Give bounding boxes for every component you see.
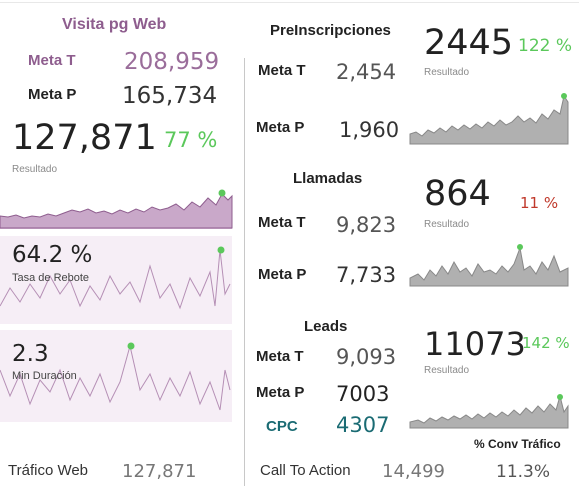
llam-sparkline [409,244,569,287]
rebote-block [0,236,232,324]
llam-result-label: Resultado [424,219,470,230]
conv-value: 11.3% [496,462,551,482]
rebote-value: 64.2 % [12,242,93,268]
leads-title: Leads [304,318,348,335]
leads-meta-p-value: 7003 [336,382,390,406]
pre-result-label: Resultado [424,67,470,78]
pre-meta-t-value: 2,454 [336,60,397,84]
leads-result-label: Resultado [424,365,470,376]
leads-meta-p-label: Meta P [256,384,305,401]
visita-meta-p-label: Meta P [28,86,77,103]
left-panel-divider [244,58,245,486]
visita-title: Visita pg Web [62,16,167,33]
cpc-value: 4307 [336,413,390,437]
llam-meta-t-value: 9,823 [336,213,397,237]
rebote-sparkline [0,246,231,310]
trafico-web-value: 127,871 [122,461,197,482]
top-divider [0,2,579,3]
duracion-label: Min Duración [12,370,77,382]
leads-meta-t-value: 9,093 [336,345,397,369]
visita-result-pct: 77 % [164,128,218,152]
duracion-block [0,330,232,422]
llamadas-title: Llamadas [293,170,363,187]
llam-result-value: 864 [424,174,491,214]
trafico-web-label: Tráfico Web [8,462,89,479]
pre-result-value: 2445 [424,23,514,63]
visita-meta-t-label: Meta T [28,52,76,69]
pre-meta-p-label: Meta P [256,119,305,136]
conv-label: % Conv Tráfico [474,437,561,451]
leads-meta-t-label: Meta T [256,348,304,365]
visita-result-value: 127,871 [12,118,157,158]
pre-result-pct: 122 % [518,36,573,56]
preinscripciones-title: PreInscripciones [270,22,391,39]
visita-result-label: Resultado [12,164,58,175]
rebote-label: Tasa de Rebote [12,272,90,284]
duracion-value: 2.3 [12,341,49,367]
llam-result-pct: 11 % [520,194,559,212]
cta-label: Call To Action [260,462,351,479]
leads-sparkline [409,394,569,429]
cta-value: 14,499 [382,461,445,482]
llam-meta-p-value: 7,733 [336,263,397,287]
visita-meta-t-value: 208,959 [124,49,220,75]
pre-sparkline [409,93,569,145]
cpc-label: CPC [266,418,298,435]
leads-result-pct: 142 % [522,334,570,352]
pre-meta-t-label: Meta T [258,62,306,79]
leads-result-value: 11073 [424,325,526,363]
visita-meta-p-value: 165,734 [122,83,218,109]
pre-meta-p-value: 1,960 [339,118,400,142]
llam-meta-p-label: Meta P [258,266,307,283]
visita-sparkline [0,189,233,229]
duracion-sparkline [0,342,231,411]
llam-meta-t-label: Meta T [258,214,306,231]
